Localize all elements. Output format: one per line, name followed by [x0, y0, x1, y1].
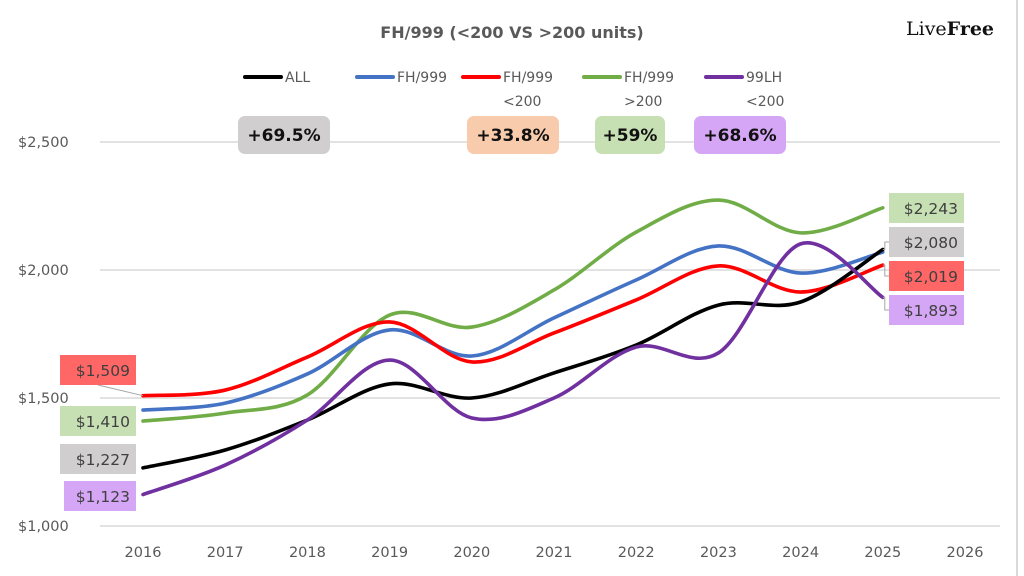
leader-line [882, 241, 889, 251]
y-tick-label: $2,000 [18, 263, 69, 279]
x-tick-label: 2022 [618, 545, 655, 561]
series-line-99lh-200 [141, 241, 885, 497]
data-label-bg [64, 481, 136, 511]
legend-label-99lh-200: 99LH [746, 70, 782, 86]
legend-label-all: ALL [285, 70, 310, 86]
data-label-fh-999-200-2016: $1,410 [76, 413, 130, 431]
x-tick-label: 2021 [536, 545, 573, 561]
brand-logo: LiveFree [906, 18, 994, 40]
series-line-all [141, 247, 885, 470]
data-label-bg [889, 193, 964, 223]
growth-badge-bg [595, 116, 665, 154]
data-label-fh-999-200-2016: $1,509 [76, 362, 130, 380]
x-tick-label: 2023 [700, 545, 737, 561]
growth-annotations: +69.5% +33.8% +59% +68.6% [238, 116, 786, 154]
data-label-all-2025: $2,080 [904, 234, 958, 252]
data-labels: $1,509 $1,410 $1,227 $1,123 $2,243 $2,080 $2,0… [60, 193, 964, 511]
data-label-bg [889, 295, 964, 325]
series-line-fh-999-200 [141, 263, 885, 398]
x-axis: 2016 2017 2018 2019 2020 2021 2022 2023 2024 2025… [125, 545, 984, 561]
data-label-99lh-200-2025: $1,893 [904, 302, 958, 320]
series-line-fh-999-200 [141, 198, 885, 423]
chart-title: FH/999 (<200 VS >200 units) [380, 23, 643, 42]
y-tick-label: $1,000 [18, 519, 69, 535]
y-tick-label: $1,500 [18, 391, 69, 407]
data-label-fh-999-200-2025: $2,243 [904, 200, 958, 218]
x-tick-label: 2019 [371, 545, 408, 561]
legend-label-fh-999-200: >200 [624, 94, 662, 110]
growth-badge-bg [467, 116, 559, 154]
data-label-bg [60, 444, 136, 474]
data-label-fh-999-200-2025: $2,019 [904, 268, 958, 286]
growth-badge-bg [694, 116, 786, 154]
x-tick-label: 2026 [947, 545, 984, 561]
data-label-all-2016: $1,227 [76, 451, 130, 469]
leader-line [882, 264, 889, 277]
data-label-bg [60, 355, 136, 385]
x-tick-label: 2016 [125, 545, 162, 561]
growth-badge-text: +69.5% [247, 126, 320, 146]
legend-label-fh-999: FH/999 [397, 70, 447, 86]
x-tick-label: 2020 [453, 545, 490, 561]
series-lines [141, 198, 885, 497]
data-label-bg [889, 227, 964, 257]
y-tick-label: $2,500 [18, 135, 69, 151]
legend-label-fh-999-200: FH/999 [624, 70, 674, 86]
leader-line [97, 384, 144, 397]
data-label-bg [60, 406, 136, 436]
series-line-fh-999 [141, 244, 885, 412]
data-label-99lh-200-2016: $1,123 [76, 488, 130, 506]
legend-label-99lh-200: <200 [746, 94, 784, 110]
brand-logo-bold: Free [946, 18, 995, 40]
x-tick-label: 2018 [289, 545, 326, 561]
legend: ALL FH/999 FH/999 <200 FH/999 >200 99LH <200 [243, 70, 784, 110]
growth-badge-bg [238, 116, 330, 154]
growth-badge-text: +59% [603, 126, 658, 146]
x-tick-label: 2024 [782, 545, 819, 561]
y-axis: $1,000 $1,500 $2,000 $2,500 [18, 135, 69, 535]
x-tick-label: 2017 [207, 545, 244, 561]
legend-label-fh-999-200: <200 [503, 94, 541, 110]
brand-logo-light: Live [906, 18, 947, 40]
growth-badge-text: +68.6% [703, 126, 776, 146]
growth-badge-text: +33.8% [476, 126, 549, 146]
x-tick-label: 2025 [864, 545, 901, 561]
leader-line [882, 296, 889, 311]
legend-label-fh-999-200: FH/999 [503, 70, 553, 86]
data-label-bg [889, 261, 964, 291]
